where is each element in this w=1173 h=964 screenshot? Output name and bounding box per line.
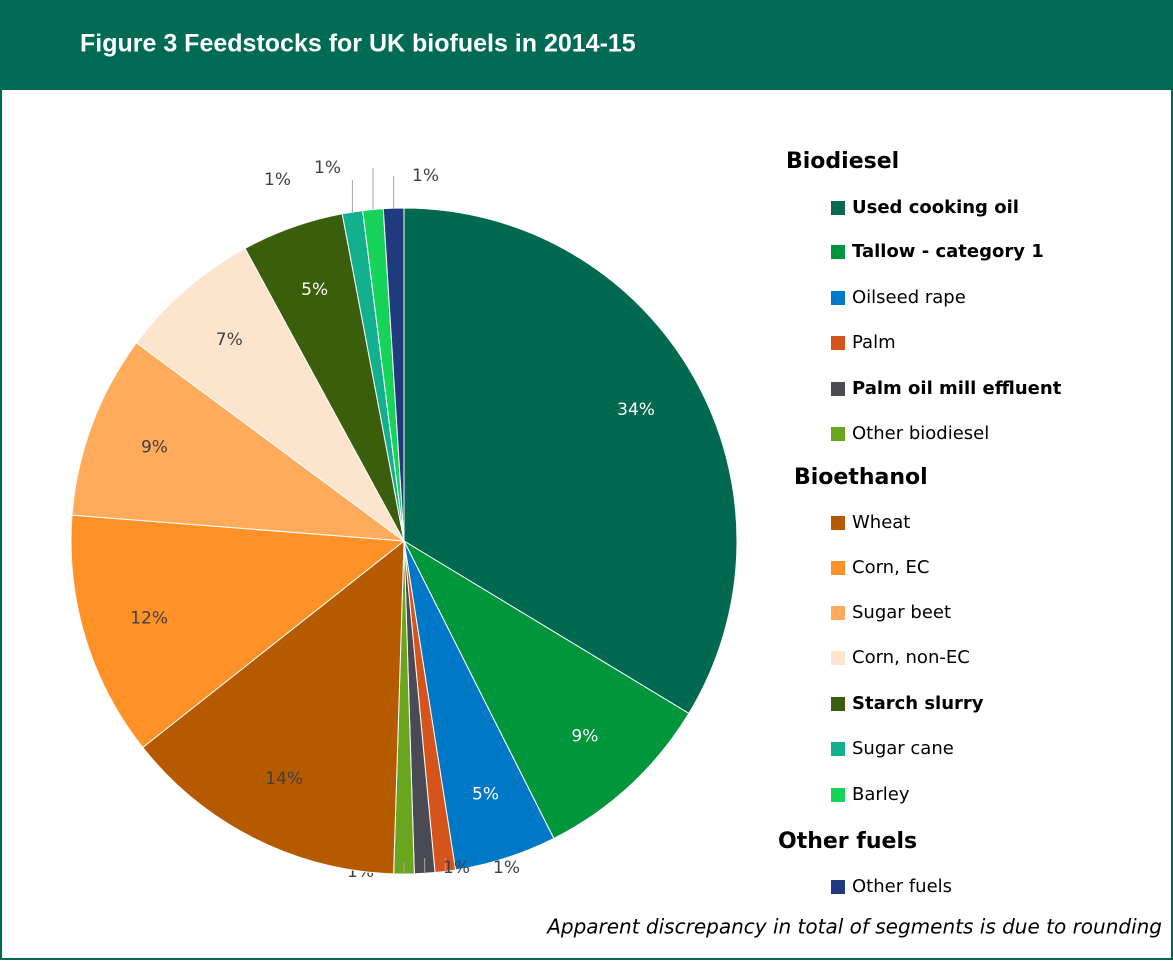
legend-label: Palm oil mill effluent: [852, 378, 1062, 399]
legend-label: Palm: [852, 332, 896, 353]
legend-group-title: Bioethanol: [794, 465, 928, 490]
data-label: 1%: [493, 858, 520, 878]
legend-swatch: [831, 201, 845, 215]
data-label: 1%: [264, 170, 291, 190]
legend-label: Sugar beet: [852, 602, 951, 623]
legend-label: Starch slurry: [852, 693, 984, 714]
legend-swatch: [831, 516, 845, 530]
chart-title: Figure 3 Feedstocks for UK biofuels in 2…: [80, 30, 636, 58]
legend-swatch: [831, 245, 845, 259]
header-band: [0, 0, 1173, 90]
data-label: 7%: [216, 330, 243, 350]
pie-slice: [142, 539, 405, 875]
legend-label: Oilseed rape: [852, 287, 966, 308]
legend-swatch: [831, 427, 845, 441]
legend-swatch: [831, 880, 845, 894]
legend-swatch: [831, 742, 845, 756]
data-label: 1%: [443, 858, 470, 878]
pie-slice: [70, 514, 406, 749]
pie-slice: [135, 247, 405, 542]
legend-label: Sugar cane: [852, 738, 954, 759]
data-label: 34%: [617, 400, 655, 420]
legend-group-title: Other fuels: [778, 829, 917, 854]
pie-slice: [402, 539, 690, 840]
legend-label: Other fuels: [852, 876, 952, 897]
legend-swatch: [831, 291, 845, 305]
data-label: 9%: [571, 727, 598, 747]
legend-swatch: [831, 788, 845, 802]
legend-label: Wheat: [852, 512, 910, 533]
legend-label: Corn, non-EC: [852, 647, 970, 668]
legend-swatch: [831, 382, 845, 396]
legend-group-title: Biodiesel: [786, 149, 899, 174]
legend-swatch: [831, 336, 845, 350]
legend-swatch: [831, 561, 845, 575]
legend-label: Corn, EC: [852, 557, 929, 578]
legend-label: Other biodiesel: [852, 423, 989, 444]
legend-swatch: [831, 606, 845, 620]
data-label: 9%: [141, 438, 168, 458]
legend-label: Used cooking oil: [852, 197, 1019, 218]
annotation: Apparent discrepancy in total of segment…: [545, 915, 1162, 939]
data-label: 5%: [301, 280, 328, 300]
data-label: 5%: [472, 785, 499, 805]
data-label: 1%: [412, 166, 439, 186]
legend-swatch: [831, 697, 845, 711]
legend-label: Tallow - category 1: [852, 241, 1044, 262]
pie-slice: [71, 342, 406, 542]
data-label: 14%: [265, 769, 303, 789]
pie-slice: [403, 207, 738, 715]
data-label: 12%: [130, 609, 168, 629]
legend-label: Barley: [852, 784, 910, 805]
legend-swatch: [831, 651, 845, 665]
data-label: 1%: [314, 158, 341, 178]
